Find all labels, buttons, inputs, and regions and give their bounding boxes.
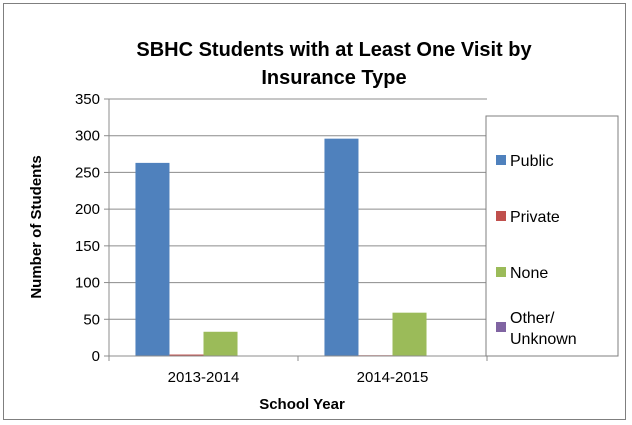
y-tick-label: 150 [75, 238, 100, 255]
legend-label: Other/ [510, 310, 555, 327]
x-axis-title: School Year [259, 396, 345, 413]
bar-chart: SBHC Students with at Least One Visit by… [4, 4, 627, 421]
chart-title: SBHC Students with at Least One Visit by… [136, 39, 532, 89]
y-tick-label: 50 [83, 311, 100, 328]
bar [204, 332, 238, 356]
chart-title-line-1: SBHC Students with at Least One Visit by [136, 39, 532, 61]
legend: Public Private None Other/Unknown [486, 116, 618, 356]
y-tick-label: 350 [75, 91, 100, 108]
x-tick-label: 2014-2015 [357, 369, 429, 386]
legend-label: Private [510, 209, 560, 226]
bar [393, 313, 427, 356]
bar [324, 139, 358, 356]
legend-swatch [496, 155, 506, 165]
y-tick-label: 200 [75, 201, 100, 218]
y-tick-label: 250 [75, 164, 100, 181]
legend-swatch [496, 322, 506, 332]
chart-frame: SBHC Students with at Least One Visit by… [3, 3, 626, 420]
y-tick-label: 0 [92, 348, 100, 365]
legend-swatch [496, 267, 506, 277]
y-tick-label: 300 [75, 128, 100, 145]
legend-swatch [496, 211, 506, 221]
legend-label: Public [510, 153, 554, 170]
legend-label: Unknown [510, 331, 577, 348]
y-axis-title: Number of Students [28, 155, 45, 298]
y-tick-label: 100 [75, 275, 100, 292]
x-axis-ticks: 2013-2014 2014-2015 [109, 356, 487, 386]
y-axis-ticks: 0 50 100 150 200 250 300 350 [75, 91, 109, 365]
bars [135, 139, 426, 356]
legend-label: None [510, 265, 548, 282]
bar [135, 163, 169, 356]
chart-title-line-2: Insurance Type [261, 67, 406, 89]
x-tick-label: 2013-2014 [168, 369, 240, 386]
